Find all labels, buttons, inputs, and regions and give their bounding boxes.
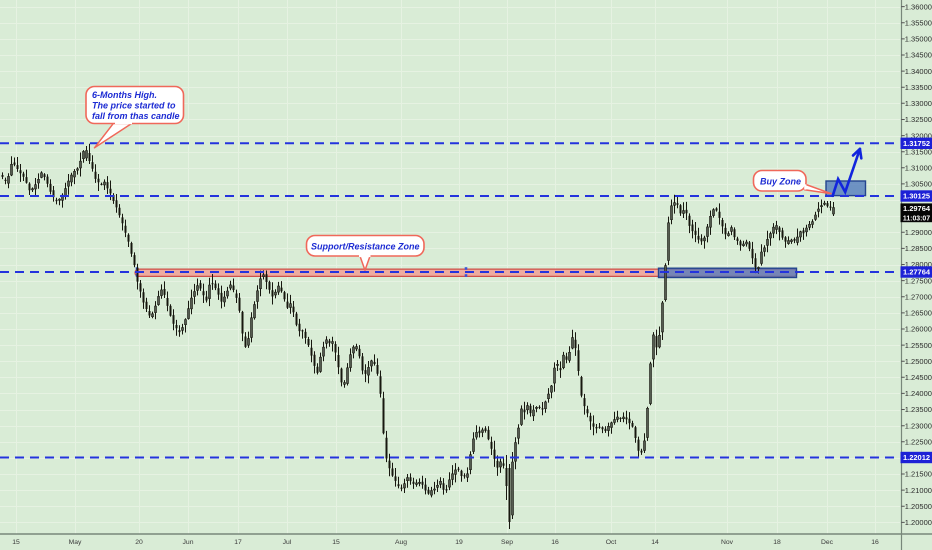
svg-text:1.28500: 1.28500	[905, 244, 932, 253]
svg-text:1.32000: 1.32000	[905, 131, 932, 140]
svg-text:1.35000: 1.35000	[905, 35, 932, 44]
svg-text:1.30125: 1.30125	[903, 192, 930, 201]
svg-text:Aug: Aug	[395, 539, 407, 546]
svg-text:1.21000: 1.21000	[905, 486, 932, 495]
svg-text:fall from thas candle: fall from thas candle	[92, 111, 180, 121]
svg-text:1.32500: 1.32500	[905, 115, 932, 124]
svg-text:11:03:07: 11:03:07	[903, 215, 930, 222]
svg-text:1.24000: 1.24000	[905, 389, 932, 398]
svg-text:1.27000: 1.27000	[905, 292, 932, 301]
svg-text:1.29764: 1.29764	[903, 204, 931, 213]
svg-text:1.33000: 1.33000	[905, 99, 932, 108]
svg-text:1.33500: 1.33500	[905, 83, 932, 92]
svg-text:1.27500: 1.27500	[905, 276, 932, 285]
svg-text:May: May	[69, 539, 82, 546]
svg-text:16: 16	[871, 539, 879, 546]
svg-text:1.22012: 1.22012	[903, 453, 930, 462]
svg-text:19: 19	[455, 539, 463, 546]
svg-text:1.35500: 1.35500	[905, 19, 932, 28]
svg-text:1.26500: 1.26500	[905, 309, 932, 318]
svg-text:1.29000: 1.29000	[905, 228, 932, 237]
svg-text:15: 15	[12, 539, 20, 546]
svg-text:Buy Zone: Buy Zone	[760, 177, 801, 187]
svg-text:1.25500: 1.25500	[905, 341, 932, 350]
svg-text:1.34500: 1.34500	[905, 51, 932, 60]
svg-text:Support/Resistance Zone: Support/Resistance Zone	[311, 241, 420, 251]
svg-text:15: 15	[332, 539, 340, 546]
svg-text:Oct: Oct	[606, 539, 617, 546]
svg-text:1.21500: 1.21500	[905, 470, 932, 479]
svg-text:20: 20	[135, 539, 143, 546]
svg-text:1.20000: 1.20000	[905, 518, 932, 527]
svg-text:Jul: Jul	[283, 539, 292, 546]
svg-text:1.23000: 1.23000	[905, 421, 932, 430]
svg-text:1.31000: 1.31000	[905, 164, 932, 173]
svg-text:The price started to: The price started to	[92, 101, 176, 111]
svg-text:1.27764: 1.27764	[903, 268, 931, 277]
svg-text:Nov: Nov	[721, 539, 734, 546]
svg-text:1.26000: 1.26000	[905, 325, 932, 334]
svg-text:1.22500: 1.22500	[905, 438, 932, 447]
svg-text:Dec: Dec	[821, 539, 834, 546]
svg-text:1.31500: 1.31500	[905, 147, 932, 156]
svg-text:6-Months High.: 6-Months High.	[92, 90, 157, 100]
svg-text:1.24500: 1.24500	[905, 373, 932, 382]
svg-text:1.31752: 1.31752	[903, 139, 930, 148]
svg-text:Sep: Sep	[501, 539, 513, 546]
svg-text:1.23500: 1.23500	[905, 405, 932, 414]
svg-text:16: 16	[551, 539, 559, 546]
svg-text:Jun: Jun	[183, 539, 194, 546]
svg-text:1.20500: 1.20500	[905, 502, 932, 511]
svg-text:1.30500: 1.30500	[905, 180, 932, 189]
svg-text:1.28000: 1.28000	[905, 260, 932, 269]
svg-text:17: 17	[234, 539, 242, 546]
svg-text:1.36000: 1.36000	[905, 2, 932, 11]
svg-text:18: 18	[773, 539, 781, 546]
svg-text:14: 14	[651, 539, 659, 546]
svg-text:1.34000: 1.34000	[905, 67, 932, 76]
svg-text:1.25000: 1.25000	[905, 357, 932, 366]
